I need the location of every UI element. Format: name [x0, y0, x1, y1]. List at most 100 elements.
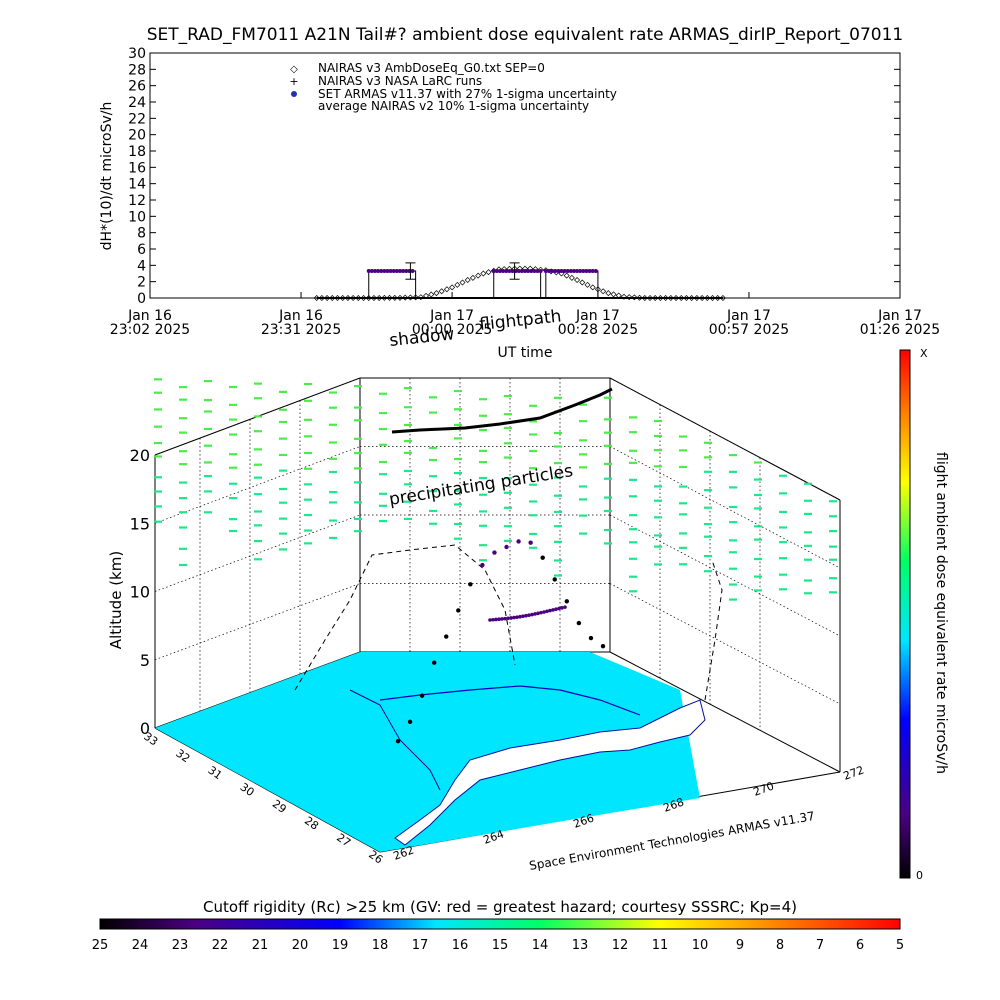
flight-cruise-point: [539, 610, 543, 615]
nairas-v3-point: [558, 270, 565, 277]
grid-line-right: [609, 377, 841, 501]
flight-cruise-point: [500, 617, 504, 621]
rigidity-tick-label: 7: [816, 938, 824, 953]
y-tick-label: 14: [128, 177, 146, 193]
legend-entry-armas: SET ARMAS v11.37 with 27% 1-sigma uncert…: [318, 87, 617, 101]
dose-colorbar: [899, 349, 911, 879]
nairas-v3-point: [469, 274, 476, 281]
flight-cruise-point: [488, 618, 492, 622]
armas-point: [391, 269, 396, 274]
armas-point: [382, 269, 387, 274]
annotation-precipitating-particles: precipitating particles: [388, 461, 575, 510]
rigidity-tick-label: 12: [612, 938, 629, 953]
nairas-v3-point: [428, 291, 435, 298]
nairas-v3-point: [433, 290, 440, 297]
rigidity-tick-label: 14: [532, 938, 549, 953]
armas-point: [491, 269, 496, 274]
flight-cruise-point: [509, 616, 513, 620]
rigidity-tick-label: 9: [736, 938, 744, 953]
armas-point: [538, 269, 543, 274]
armas-point: [562, 269, 567, 274]
ocean-map: [155, 652, 700, 852]
armas-point: [504, 269, 509, 274]
coastline-land: [394, 699, 706, 846]
rigidity-colorbar: [99, 918, 901, 930]
rigidity-tick-label: 13: [572, 938, 589, 953]
flight-cruise-point: [554, 607, 558, 612]
nairas-v3-point: [579, 279, 586, 286]
nairas-v3-point: [574, 277, 581, 284]
flight-track-point: [504, 544, 509, 550]
armas-point: [410, 269, 415, 274]
x-tick-label-time: 23:02 2025: [110, 322, 190, 338]
armas-point: [575, 269, 580, 274]
armas-point: [523, 269, 527, 274]
rigidity-tick-label: 5: [896, 938, 904, 953]
flight-cruise-point: [494, 617, 498, 622]
grid-line-right: [609, 583, 841, 705]
nairas-v3-point: [449, 284, 456, 291]
flight-track-point: [540, 555, 545, 560]
x-tick-label-date: Jan 17: [877, 308, 922, 324]
armas-point: [553, 269, 558, 274]
armas-point: [516, 269, 521, 274]
flight-cruise-point: [497, 617, 501, 622]
altitude-tick-label: 5: [140, 651, 150, 670]
dose-colorbar-label: flight ambient dose equivalent rate micr…: [933, 452, 949, 774]
x-tick-label-time: 00:57 2025: [709, 322, 789, 338]
nairas-v3-point: [459, 279, 466, 286]
x-tick-label-time: 00:00 2025: [412, 322, 492, 338]
rigidity-tick-label: 25: [92, 938, 109, 953]
altitude-axis-label: Altitude (km): [107, 551, 125, 649]
nairas-v3-point: [563, 272, 570, 279]
latitude-tick-label: 31: [206, 764, 225, 783]
flight-cruise-point: [542, 610, 546, 614]
flight-cruise-point: [536, 611, 540, 616]
y-tick-label: 4: [137, 258, 146, 274]
flight-cruise-point: [524, 613, 528, 618]
rigidity-tick-label: 6: [856, 938, 864, 953]
flight-track-point: [516, 539, 521, 544]
nairas-v3-point: [412, 294, 419, 301]
flight-cruise-point: [557, 606, 561, 611]
armas-point: [379, 269, 384, 274]
altitude-tick-label: 0: [140, 719, 150, 738]
nairas-v3-point: [620, 293, 627, 300]
x-tick-label-time: 00:28 2025: [558, 322, 638, 338]
rigidity-tick-label: 17: [412, 938, 429, 953]
flightpath-projection: [391, 387, 613, 434]
flight-track-3d: [395, 539, 606, 744]
latitude-tick-label: 30: [238, 780, 257, 799]
nairas-v3-point: [480, 270, 487, 277]
flight-track-point: [480, 562, 485, 568]
y-tick-label: 8: [137, 226, 146, 242]
flight-cruise-point: [518, 614, 522, 619]
nairas-v3-point: [417, 294, 424, 301]
armas-point: [394, 269, 399, 274]
nairas-v3-point: [407, 294, 414, 301]
y-tick-label: 26: [128, 79, 146, 95]
rigidity-tick-label: 24: [132, 938, 149, 953]
nairas-v3-point: [600, 288, 607, 295]
timeseries-plot-area: [313, 262, 726, 301]
legend-dot-icon: [291, 91, 297, 97]
annotation-shadow: shadow: [388, 324, 455, 351]
flight-track-point: [468, 582, 473, 587]
rigidity-tick-label: 22: [212, 938, 229, 953]
armas-point: [498, 269, 502, 274]
rigidity-tick-label: 23: [172, 938, 189, 953]
flight-cruise-point: [563, 605, 567, 609]
flight-track-point: [528, 540, 533, 545]
nairas-v3-point: [475, 272, 482, 279]
armas-point: [501, 269, 506, 274]
armas-point: [581, 269, 586, 274]
x-tick-label-date: Jan 16: [278, 308, 323, 324]
armas-point: [584, 269, 589, 274]
nairas-v3-point: [402, 294, 409, 301]
longitude-tick-label: 270: [752, 779, 776, 798]
armas-point: [529, 269, 534, 274]
flight-track-point: [588, 635, 594, 641]
